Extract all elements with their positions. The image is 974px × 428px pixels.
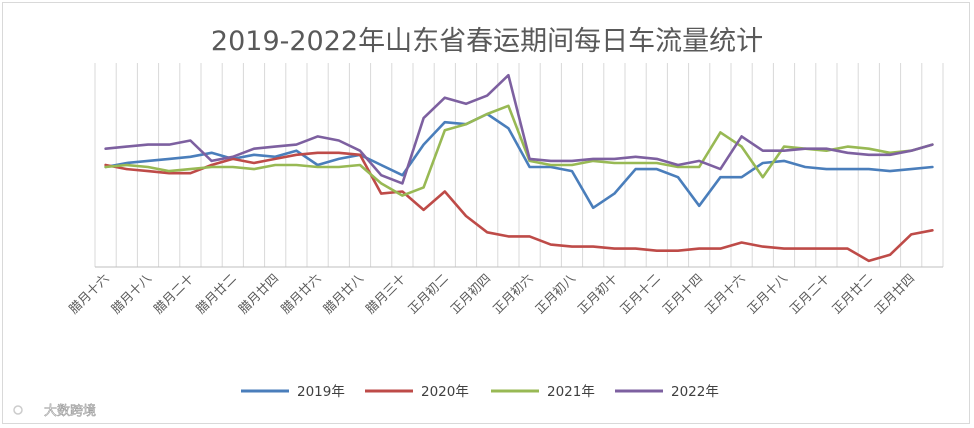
legend-item: 2019年 [241, 384, 345, 400]
legend-item: 2020年 [365, 384, 469, 400]
x-tick-label: 正月初八 [532, 270, 578, 316]
x-tick-label: 正月十二 [617, 271, 663, 317]
watermark-logo-icon [8, 400, 39, 420]
x-tick-label: 腊月廿二 [193, 271, 239, 317]
series-line-2022年 [104, 73, 934, 185]
chart-legend: 2019年 2020年 2021年 2022年 [241, 384, 719, 400]
x-tick-label: 腊月三十 [363, 271, 409, 317]
series-line-2019年 [104, 112, 934, 210]
legend-label: 2021年 [547, 384, 595, 400]
legend-label: 2019年 [297, 384, 345, 400]
x-tick-label: 腊月二十 [151, 271, 197, 317]
watermark: 大数跨境 [6, 395, 136, 423]
x-tick-label: 正月初二 [405, 271, 451, 317]
legend-label: 2022年 [671, 384, 719, 400]
chart-frame: 2019-2022年山东省春运期间每日车流量统计 腊月十六 腊月十八 腊月二十 腊月廿… [2, 2, 970, 424]
watermark-text: 大数跨境 [44, 404, 96, 419]
series-line-2021年 [104, 104, 934, 197]
line-chart: 2019-2022年山东省春运期间每日车流量统计 腊月十六腊月十八腊月二十腊月廿… [66, 26, 944, 400]
x-tick-label: 正月二十 [787, 271, 833, 317]
x-tick-label: 腊月廿四 [235, 271, 281, 317]
series-line-2020年 [104, 151, 934, 263]
x-tick-label: 正月廿二 [829, 271, 875, 317]
x-tick-label: 正月初六 [490, 271, 536, 317]
plot-area: 腊月十六腊月十八腊月二十腊月廿二腊月廿四腊月廿六腊月廿八腊月三十正月初二正月初四… [66, 63, 944, 317]
legend-label: 2020年 [421, 384, 469, 400]
x-tick-label: 正月廿四 [871, 271, 917, 317]
x-tick-label: 腊月廿六 [278, 271, 324, 317]
x-tick-label: 正月初十 [575, 271, 621, 317]
x-tick-label: 正月初四 [447, 271, 493, 317]
legend-item: 2021年 [491, 384, 595, 400]
legend-item: 2022年 [615, 384, 719, 400]
x-tick-label: 正月十六 [702, 271, 748, 317]
chart-title: 2019-2022年山东省春运期间每日车流量统计 [211, 26, 763, 57]
x-tick-label: 腊月十六 [66, 271, 112, 317]
x-tick-label: 正月十四 [659, 271, 705, 317]
x-tick-label: 腊月十八 [108, 270, 154, 316]
x-tick-label: 正月十八 [744, 270, 790, 316]
x-tick-label: 腊月廿八 [320, 270, 366, 316]
